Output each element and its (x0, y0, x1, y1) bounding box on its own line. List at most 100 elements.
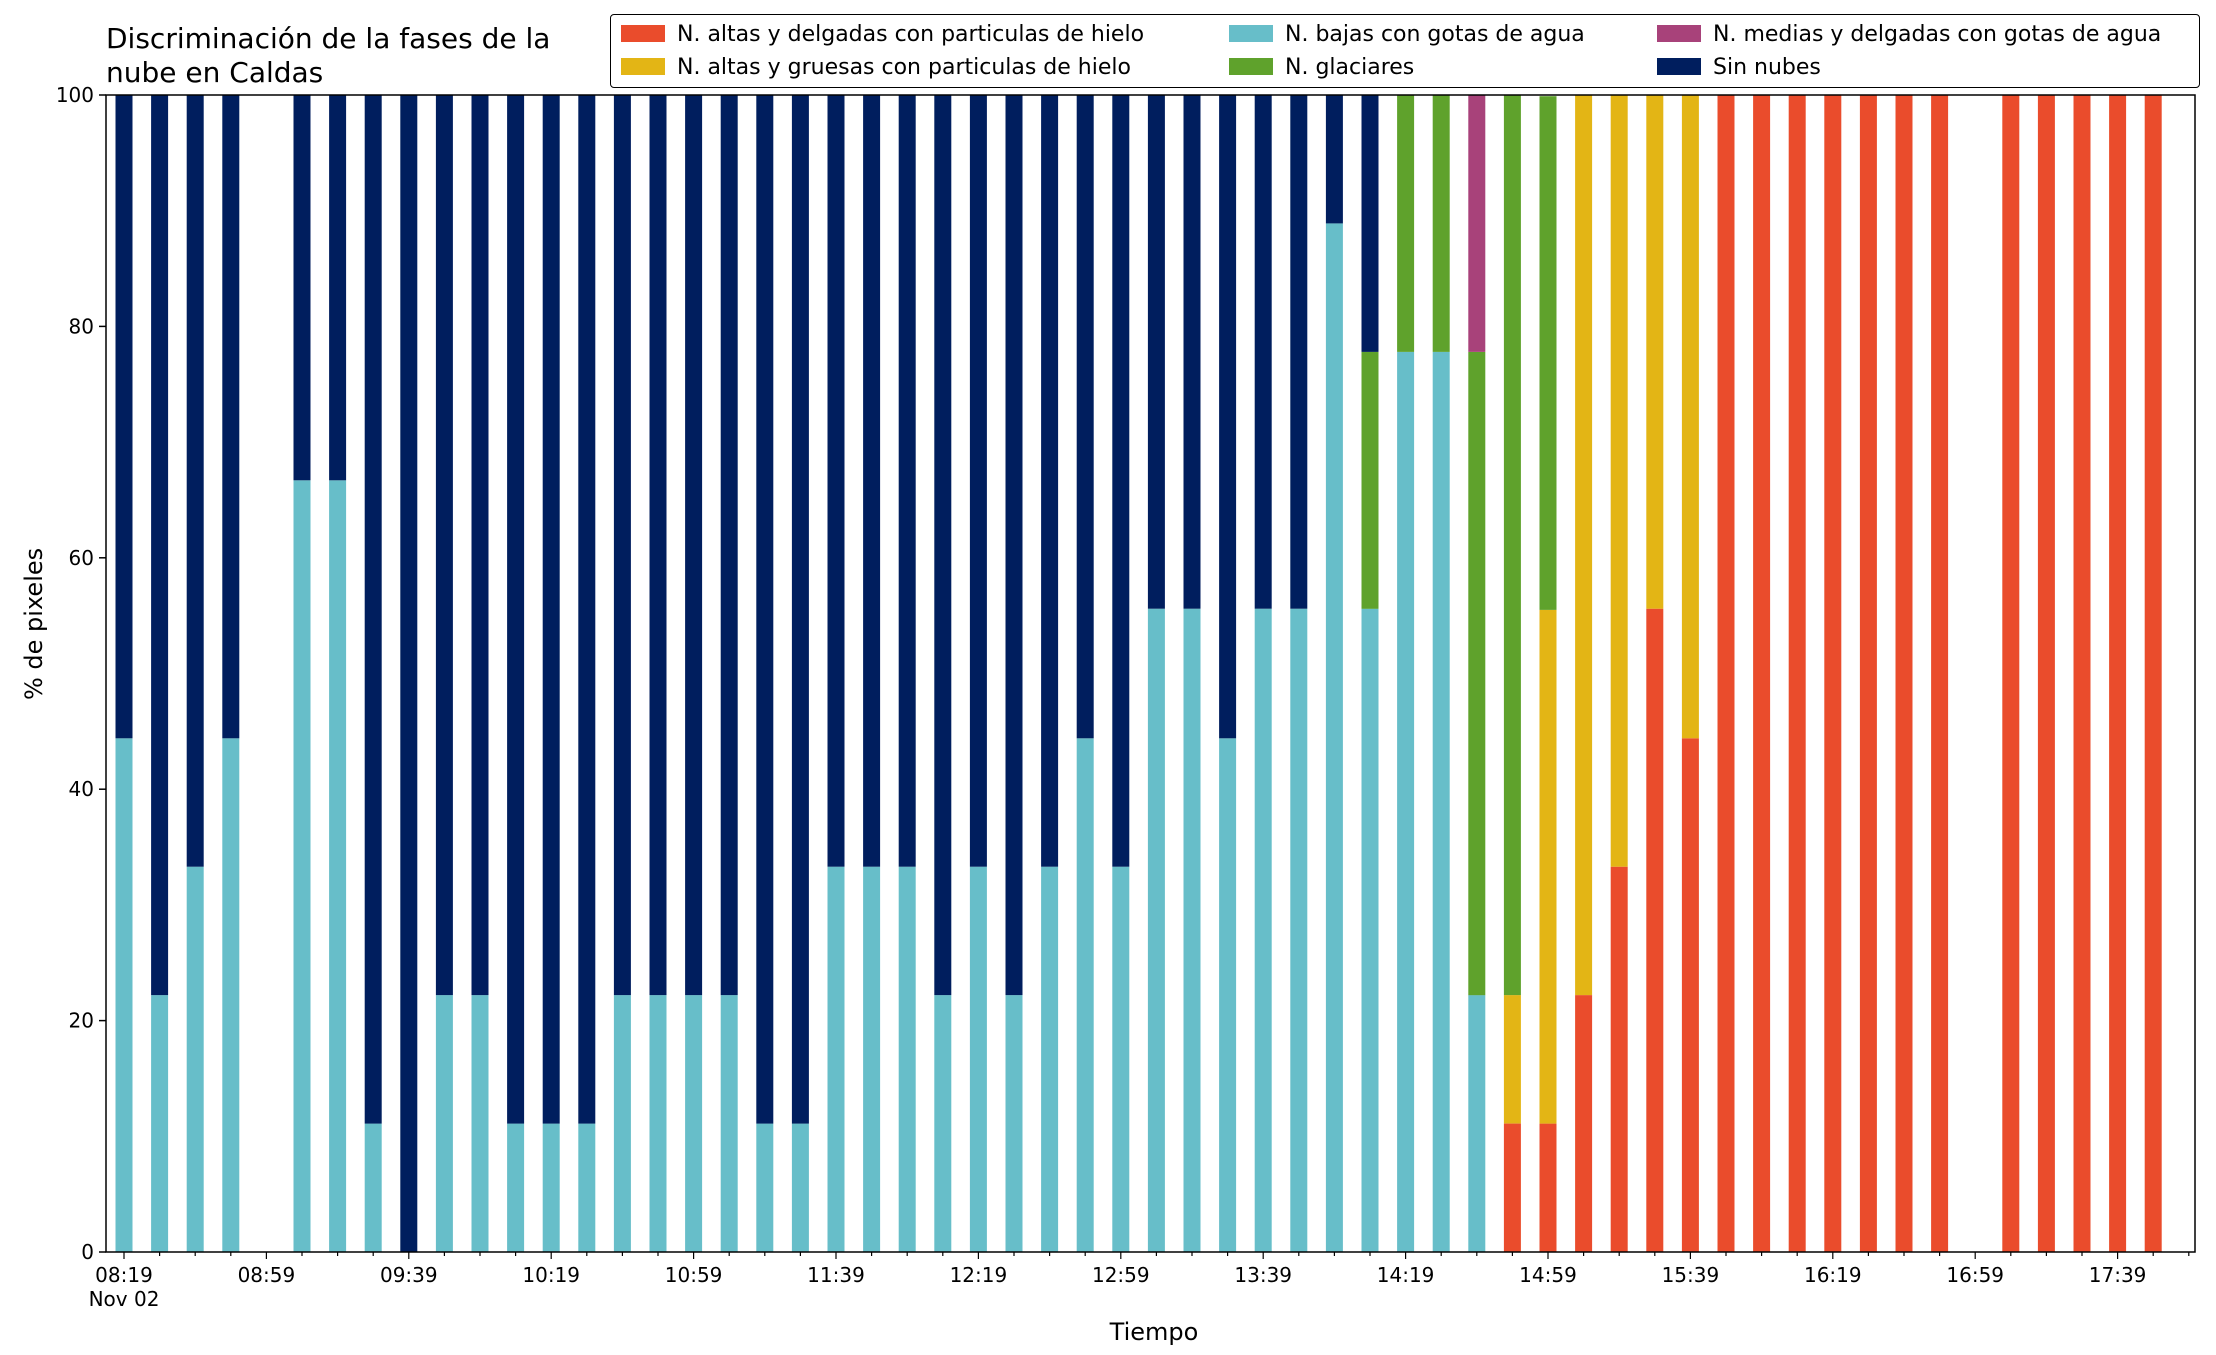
bar-segment (115, 95, 133, 739)
legend-item: Sin nubes (1657, 53, 1821, 83)
bar-segment (1325, 95, 1343, 224)
legend-label: N. bajas con gotas de agua (1285, 22, 1585, 47)
bar-segment (1859, 95, 1877, 1252)
bar-segment (1005, 95, 1023, 996)
bar-segment (1717, 95, 1735, 1252)
bar-segment (542, 1123, 560, 1252)
bar-segment (1503, 995, 1521, 1124)
x-date-label: Nov 02 (89, 1287, 160, 1311)
y-tick-label: 60 (69, 546, 94, 570)
bar-segment (1183, 95, 1201, 609)
x-tick-label: 17:39 (2089, 1263, 2147, 1287)
bar-segment (222, 738, 240, 1252)
bar-segment (151, 95, 169, 996)
bar-segment (756, 95, 774, 1124)
bar-segment (898, 866, 916, 1252)
bar-segment (542, 95, 560, 1124)
bar-segment (471, 995, 489, 1252)
legend-item: N. altas y gruesas con particulas de hie… (621, 53, 1131, 83)
bar-segment (1147, 608, 1165, 1252)
bar-segment (1753, 95, 1771, 1252)
bar-segment (1219, 738, 1237, 1252)
x-tick-label: 08:59 (238, 1263, 296, 1287)
bar-segment (934, 995, 952, 1252)
bar-segment (1361, 608, 1379, 1252)
x-tick-label: 15:39 (1662, 1263, 1720, 1287)
bar-segment (186, 95, 204, 867)
bar-segment (1147, 95, 1165, 609)
bar-segment (364, 1123, 382, 1252)
bar-segment (1610, 95, 1628, 867)
x-tick-label: 16:19 (1804, 1263, 1862, 1287)
x-tick-label: 10:19 (522, 1263, 580, 1287)
bar-segment (222, 95, 240, 739)
bar-segment (1005, 995, 1023, 1252)
bar-segment (1432, 351, 1450, 1252)
bar-segment (2144, 95, 2162, 1252)
bar-segment (1895, 95, 1913, 1252)
bar-segment (1788, 95, 1806, 1252)
bar-segment (329, 95, 347, 481)
bar-segment (1681, 95, 1699, 739)
bar-segment (1432, 95, 1450, 352)
y-axis-label: % de pixeles (20, 547, 48, 700)
bar-segment (720, 995, 738, 1252)
legend-item: N. altas y delgadas con particulas de hi… (621, 20, 1144, 50)
bar-segment (791, 1123, 809, 1252)
bar-segment (2109, 95, 2127, 1252)
x-tick-label: 14:19 (1377, 1263, 1435, 1287)
bar-segment (115, 738, 133, 1252)
legend-label: N. glaciares (1285, 55, 1415, 80)
bar-segment (293, 95, 311, 481)
bar-segment (827, 866, 845, 1252)
bar-segment (578, 95, 596, 1124)
bar-segment (1397, 351, 1415, 1252)
legend-item: N. glaciares (1229, 53, 1414, 83)
x-tick-label: 11:39 (807, 1263, 865, 1287)
bar-segment (435, 995, 453, 1252)
bar-segment (1325, 223, 1343, 1252)
bar-segment (2037, 95, 2055, 1252)
y-tick-label: 100 (56, 83, 94, 107)
bar-segment (186, 866, 204, 1252)
y-tick-label: 40 (69, 777, 94, 801)
bar-segment (649, 95, 667, 996)
bar-segment (1041, 866, 1059, 1252)
bar-segment (1468, 995, 1486, 1252)
y-ticks-group: 0 20 40 60 80 100 (56, 83, 106, 1264)
x-tick-label: 10:59 (665, 1263, 723, 1287)
x-tick-label: 16:59 (1946, 1263, 2004, 1287)
bar-segment (1112, 95, 1130, 867)
bar-segment (1824, 95, 1842, 1252)
bar-segment (1539, 1123, 1557, 1252)
bar-segment (507, 1123, 525, 1252)
bar-segment (1646, 95, 1664, 609)
bars-group (115, 95, 2162, 1252)
bar-segment (1468, 351, 1486, 996)
bar-segment (1681, 738, 1699, 1252)
bar-segment (685, 995, 703, 1252)
y-tick-label: 80 (69, 314, 94, 338)
legend-swatch (621, 57, 665, 75)
bar-segment (863, 95, 881, 867)
x-axis-label: Tiempo (1109, 1318, 1199, 1346)
bar-segment (1254, 95, 1272, 609)
legend-swatch (1657, 24, 1701, 42)
bar-segment (1397, 95, 1415, 352)
legend-label: Sin nubes (1713, 55, 1821, 80)
y-tick-label: 0 (81, 1240, 94, 1264)
y-tick-label: 20 (69, 1009, 94, 1033)
legend-swatch (1229, 57, 1273, 75)
legend-label: N. altas y delgadas con particulas de hi… (677, 22, 1145, 47)
bar-segment (1610, 866, 1628, 1252)
bar-segment (507, 95, 525, 1124)
legend-label: N. medias y delgadas con gotas de agua (1713, 22, 2162, 47)
bar-segment (1575, 95, 1593, 996)
x-tick-label: 12:59 (1092, 1263, 1150, 1287)
bar-segment (1219, 95, 1237, 739)
legend-swatch (621, 24, 665, 42)
legend-item: N. bajas con gotas de agua (1229, 20, 1585, 50)
bar-segment (898, 95, 916, 867)
bar-segment (827, 95, 845, 867)
